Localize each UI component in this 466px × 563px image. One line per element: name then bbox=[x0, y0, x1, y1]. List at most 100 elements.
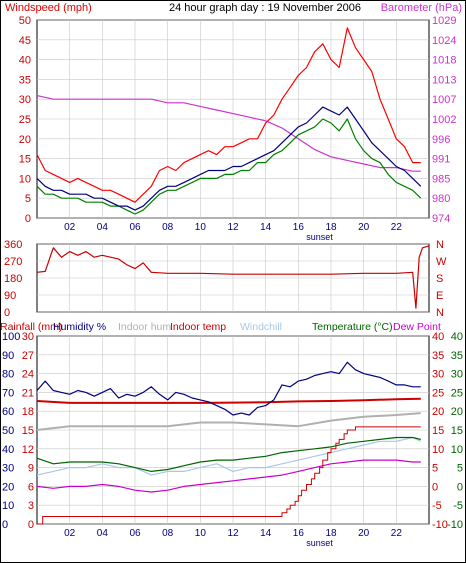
legend-entry: Temperature (°C) bbox=[312, 321, 393, 333]
barometer-tick-label: 1007 bbox=[432, 94, 456, 106]
windspeed-green-line bbox=[36, 118, 422, 215]
x-tick-label: 10 bbox=[195, 528, 207, 539]
windspeed-tick-label: 5 bbox=[25, 193, 31, 205]
legend-entry: Windchill bbox=[240, 321, 282, 333]
sunset-label: sunset bbox=[306, 232, 333, 242]
x-tick-label: 20 bbox=[358, 528, 370, 539]
x-tick-label: 14 bbox=[260, 528, 272, 539]
rainfall-tick-label: 18 bbox=[22, 406, 34, 418]
x-tick-label: 02 bbox=[64, 222, 76, 233]
dewpoint-line bbox=[36, 459, 421, 493]
x-tick-label: 06 bbox=[129, 528, 141, 539]
windspeed-tick-label: 45 bbox=[19, 35, 31, 47]
indoor-humidity-line bbox=[36, 412, 421, 431]
windspeed-axis-label: Windspeed (mph) bbox=[5, 2, 92, 14]
x-tick-label: 18 bbox=[325, 528, 337, 539]
humidity-tick-label: 10 bbox=[2, 500, 14, 512]
direction-tick-label: 180 bbox=[4, 273, 22, 285]
temp-tick-label-inner: -10 bbox=[432, 519, 448, 531]
temp-tick-label-outer: 25 bbox=[451, 387, 463, 399]
rainfall-tick-label: 6 bbox=[28, 481, 34, 493]
humidity-tick-label: 90 bbox=[2, 350, 14, 362]
legend-entry: Indoor hum bbox=[118, 321, 171, 333]
compass-label: W bbox=[436, 256, 447, 268]
temp-tick-label-outer: 5 bbox=[457, 463, 463, 475]
x-tick-label: 10 bbox=[195, 222, 207, 233]
direction-tick-label: 360 bbox=[4, 239, 22, 251]
barometer-tick-label: 974 bbox=[432, 213, 450, 225]
temp-tick-label-inner: 15 bbox=[432, 425, 444, 437]
barometer-tick-label: 991 bbox=[432, 154, 450, 166]
temp-tick-label-outer: 35 bbox=[451, 350, 463, 362]
windspeed-tick-label: 0 bbox=[25, 213, 31, 225]
x-tick-label: 16 bbox=[293, 222, 305, 233]
humidity-tick-label: 0 bbox=[2, 519, 8, 531]
windspeed-tick-label: 25 bbox=[19, 114, 31, 126]
wind-direction-line bbox=[36, 245, 430, 309]
wind-gust-line bbox=[36, 27, 421, 203]
temp-tick-label-inner: 0 bbox=[432, 481, 438, 493]
x-tick-label: 20 bbox=[358, 222, 370, 233]
windchill-line bbox=[36, 436, 422, 476]
windspeed-tick-label: 10 bbox=[19, 173, 31, 185]
windspeed-tick-label: 35 bbox=[19, 74, 31, 86]
temp-tick-label-inner: 10 bbox=[432, 444, 444, 456]
temp-tick-label-outer: 15 bbox=[451, 425, 463, 437]
x-tick-label: 16 bbox=[293, 528, 305, 539]
direction-tick-label: 90 bbox=[4, 290, 16, 302]
legend-entry: Rainfall (mm) bbox=[0, 321, 62, 333]
rainfall-tick-label: 9 bbox=[28, 463, 34, 475]
x-tick-label: 22 bbox=[391, 528, 403, 539]
x-tick-label: 14 bbox=[260, 222, 272, 233]
temp-tick-label-outer: -10 bbox=[447, 519, 463, 531]
temp-tick-label-inner: 20 bbox=[432, 406, 444, 418]
temp-tick-label-inner: 40 bbox=[432, 331, 444, 343]
barometer-line bbox=[36, 95, 421, 172]
compass-label: S bbox=[436, 273, 443, 285]
temp-tick-label-outer: 40 bbox=[451, 331, 463, 343]
rainfall-tick-label: 12 bbox=[22, 444, 34, 456]
windspeed-tick-label: 40 bbox=[19, 55, 31, 67]
rainfall-tick-label: 3 bbox=[28, 500, 34, 512]
humidity-tick-label: 60 bbox=[2, 406, 14, 418]
barometer-tick-label: 1013 bbox=[432, 74, 456, 86]
rainfall-tick-label: 0 bbox=[28, 519, 34, 531]
humidity-tick-label: 100 bbox=[2, 331, 20, 343]
x-tick-label: 04 bbox=[97, 528, 109, 539]
humidity-tick-label: 20 bbox=[2, 481, 14, 493]
humidity-tick-label: 30 bbox=[2, 463, 14, 475]
barometer-tick-label: 996 bbox=[432, 134, 450, 146]
x-tick-label: 08 bbox=[162, 528, 174, 539]
temp-tick-label-inner: 25 bbox=[432, 387, 444, 399]
legend-entry: Humidity % bbox=[53, 321, 106, 333]
barometer-tick-label: 1024 bbox=[432, 35, 456, 47]
temp-tick-label-outer: -5 bbox=[453, 500, 463, 512]
rainfall-tick-label: 24 bbox=[22, 369, 34, 381]
rainfall-line bbox=[37, 426, 421, 525]
rainfall-tick-label: 27 bbox=[22, 350, 34, 362]
x-tick-label: 06 bbox=[129, 222, 141, 233]
windspeed-tick-label: 15 bbox=[19, 154, 31, 166]
temp-tick-label-outer: 0 bbox=[457, 481, 463, 493]
legend-entry: Dew Point bbox=[393, 321, 441, 333]
humidity-tick-label: 50 bbox=[2, 425, 14, 437]
barometer-tick-label: 980 bbox=[432, 193, 450, 205]
barometer-tick-label: 985 bbox=[432, 173, 450, 185]
sunset-label: sunset bbox=[306, 538, 333, 548]
temp-tick-label-inner: 30 bbox=[432, 369, 444, 381]
rainfall-tick-label: 21 bbox=[22, 387, 34, 399]
x-tick-label: 18 bbox=[325, 222, 337, 233]
rainfall-tick-label: 15 bbox=[22, 425, 34, 437]
direction-tick-label: 0 bbox=[4, 307, 10, 319]
windspeed-tick-label: 50 bbox=[19, 15, 31, 27]
x-tick-label: 04 bbox=[97, 222, 109, 233]
temp-tick-label-inner: 35 bbox=[432, 350, 444, 362]
legend-entry: Indoor temp bbox=[170, 321, 226, 333]
x-tick-label: 12 bbox=[227, 222, 239, 233]
temp-tick-label-outer: 20 bbox=[451, 406, 463, 418]
temp-tick-label-inner: -5 bbox=[432, 500, 442, 512]
indoor-temp-line bbox=[36, 397, 421, 404]
barometer-tick-label: 1002 bbox=[432, 114, 456, 126]
x-tick-label: 02 bbox=[64, 528, 76, 539]
direction-tick-label: 270 bbox=[4, 256, 22, 268]
